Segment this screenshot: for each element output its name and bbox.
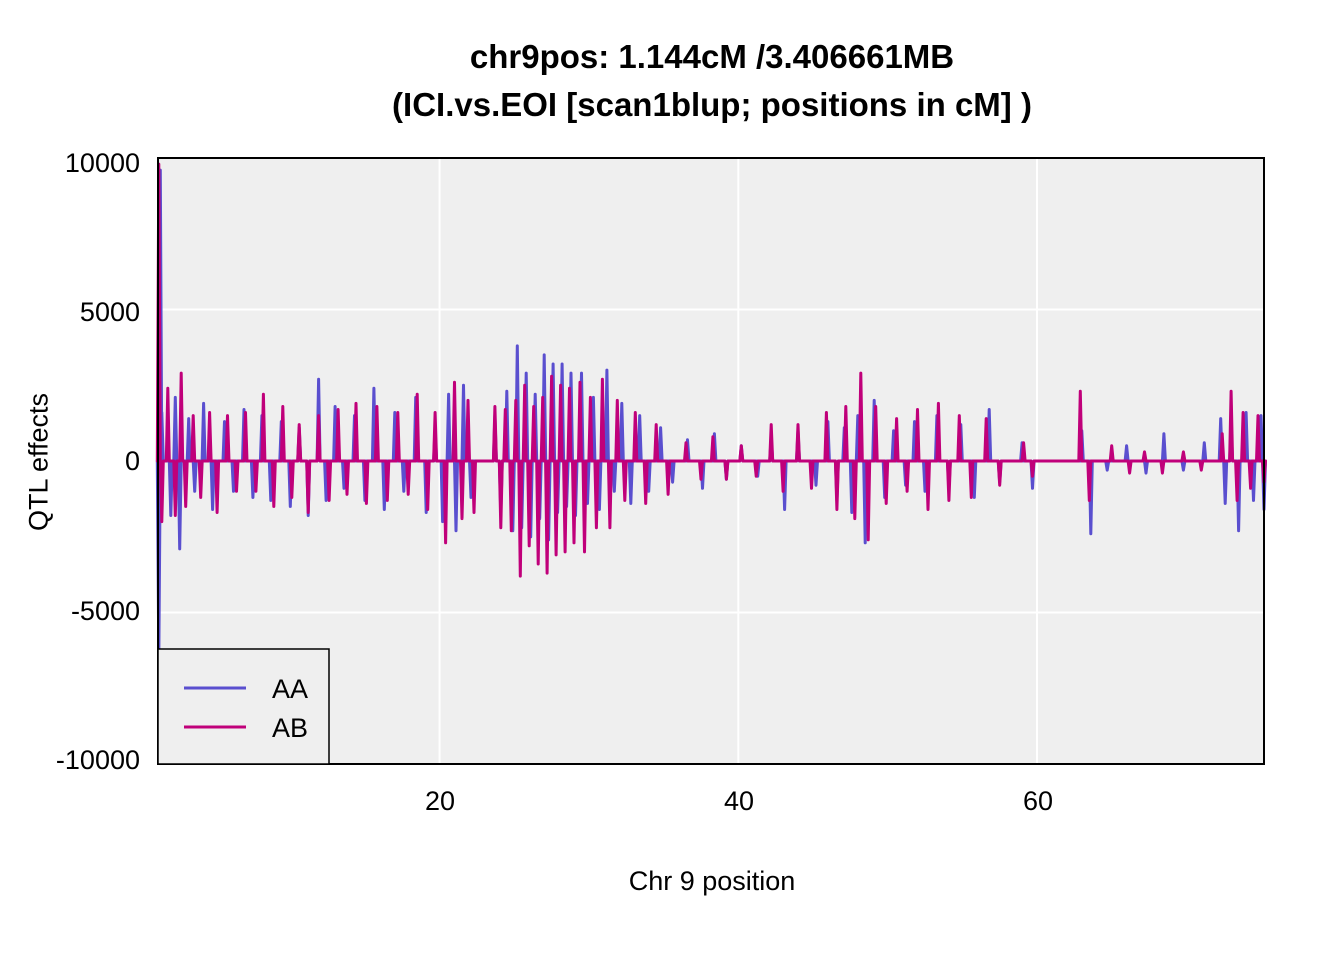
legend-label-aa: AA: [272, 674, 308, 704]
chart-subtitle: (ICI.vs.EOI [scan1blup; positions in cM]…: [392, 86, 1032, 123]
plot-border: [157, 157, 1265, 765]
y-tick-label: -10000: [55, 745, 140, 775]
chart-title: chr9pos: 1.144cM /3.406661MB: [469, 38, 955, 75]
x-axis-label: Chr 9 position: [628, 866, 796, 896]
x-tick-label: 40: [723, 786, 755, 816]
legend: AA AB: [157, 648, 330, 765]
legend-label-ab: AB: [272, 713, 308, 743]
y-tick-label: -5000: [70, 596, 140, 626]
y-tick-label: 5000: [79, 297, 140, 327]
y-axis-label: QTL effects: [23, 392, 54, 532]
x-tick-label: 60: [1022, 786, 1054, 816]
x-tick-label: 20: [424, 786, 456, 816]
series-layer: [155, 162, 1267, 660]
y-tick-label: 0: [124, 446, 140, 476]
y-tick-label: 10000: [64, 148, 140, 178]
legend-box: [157, 648, 330, 765]
series-line-ab: [155, 162, 1267, 578]
